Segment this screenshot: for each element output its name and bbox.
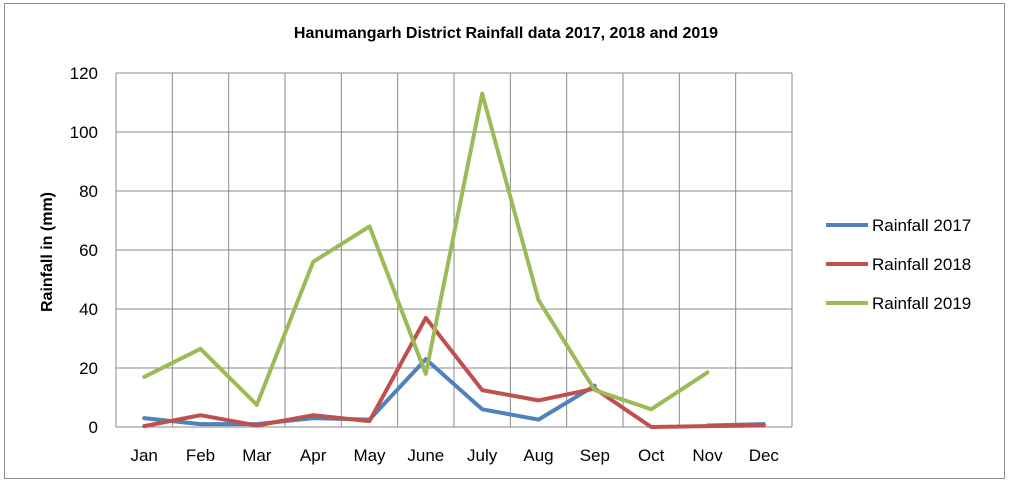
x-tick-label: July	[467, 446, 498, 465]
x-tick-label: Feb	[186, 446, 215, 465]
rainfall-line-chart: Hanumangarh District Rainfall data 2017,…	[39, 25, 971, 465]
x-tick-label: Sep	[580, 446, 610, 465]
y-tick-label: 80	[79, 182, 98, 201]
gridlines	[115, 72, 793, 428]
x-tick-label: Nov	[692, 446, 723, 465]
x-tick-label: Oct	[638, 446, 665, 465]
chart-title: Hanumangarh District Rainfall data 2017,…	[294, 25, 718, 42]
x-tick-label: Dec	[749, 446, 780, 465]
legend-entry: Rainfall 2019	[872, 294, 971, 313]
x-tick-label: June	[407, 446, 444, 465]
y-tick-labels: 0 20 40 60 80 100 120	[70, 64, 98, 437]
x-tick-labels: Jan Feb Mar Apr May June July Aug Sep Oct Nov Dec	[130, 446, 779, 465]
x-tick-label: Aug	[523, 446, 553, 465]
x-tick-label: Jan	[130, 446, 157, 465]
y-tick-label: 20	[79, 359, 98, 378]
legend: Rainfall 2017 Rainfall 2018 Rainfall 2019	[826, 216, 971, 313]
x-tick-label: May	[353, 446, 386, 465]
y-tick-label: 100	[70, 123, 98, 142]
x-tick-label: Apr	[300, 446, 327, 465]
y-axis-label: Rainfall in (mm)	[39, 192, 56, 312]
y-tick-label: 0	[89, 418, 98, 437]
y-tick-label: 60	[79, 241, 98, 260]
legend-entry: Rainfall 2017	[872, 216, 971, 235]
y-tick-label: 120	[70, 64, 98, 83]
series-line	[142, 91, 710, 412]
y-tick-label: 40	[79, 300, 98, 319]
legend-entry: Rainfall 2018	[872, 255, 971, 274]
series-lines	[142, 91, 766, 429]
series-line	[142, 315, 766, 429]
chart-area: Hanumangarh District Rainfall data 2017,…	[4, 3, 1005, 479]
x-tick-label: Mar	[242, 446, 272, 465]
